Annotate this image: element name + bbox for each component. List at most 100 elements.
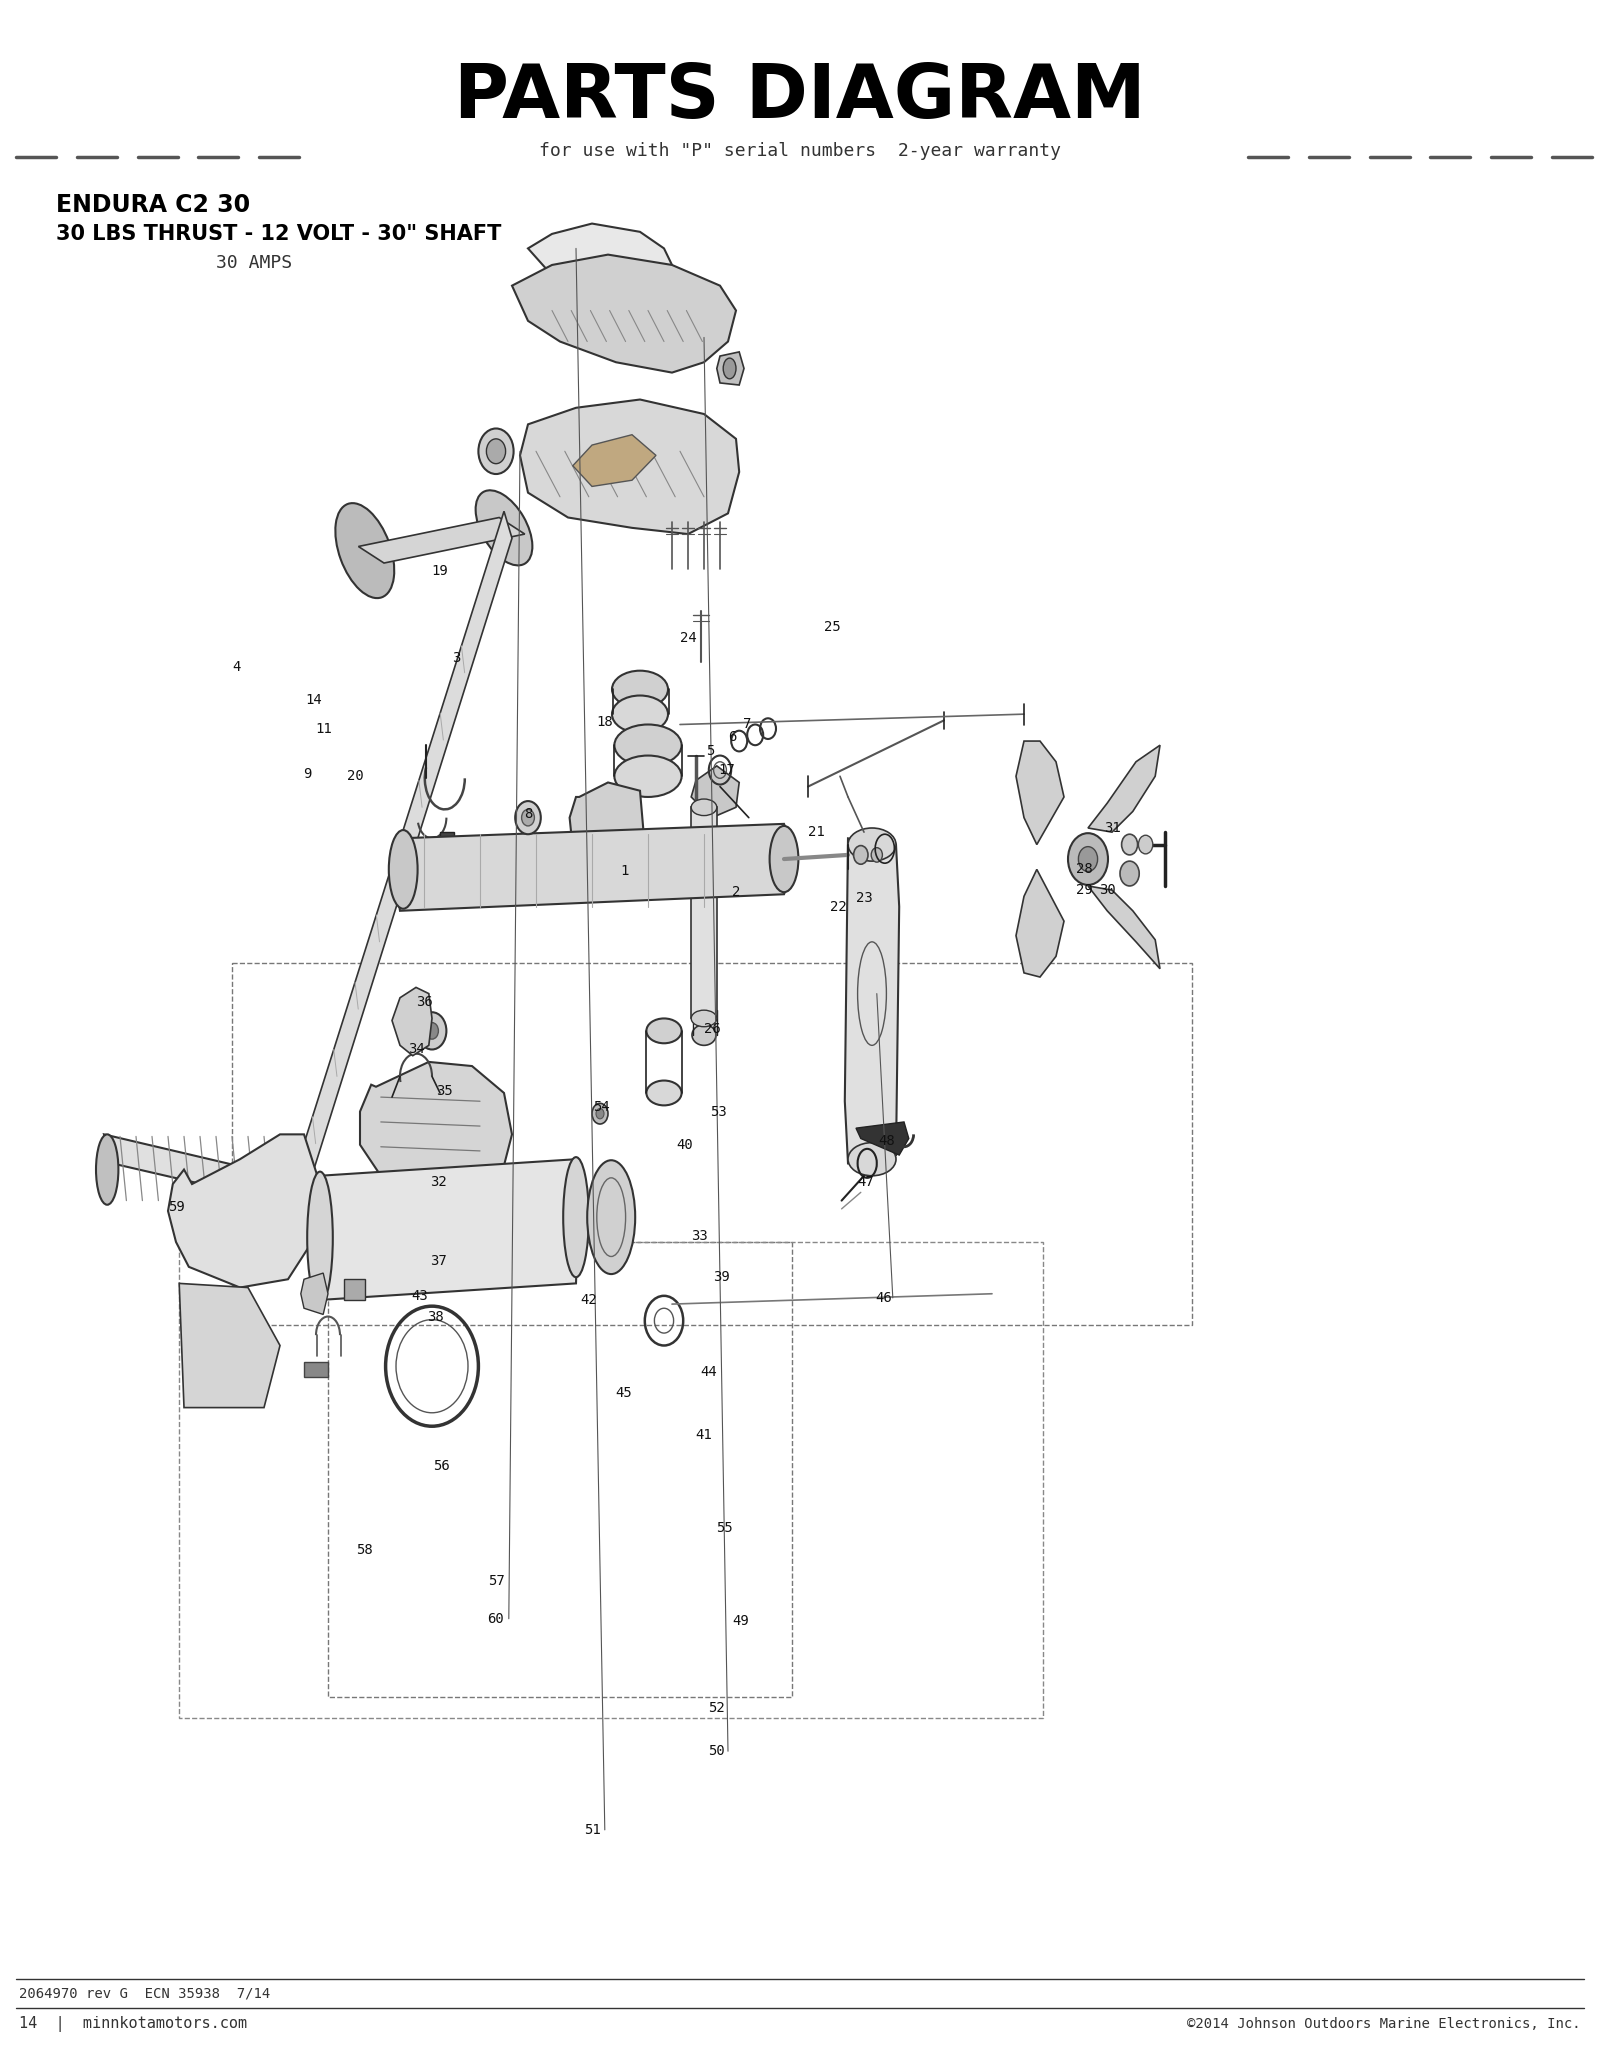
Text: 44: 44 — [701, 1366, 717, 1379]
Text: 4: 4 — [232, 660, 242, 673]
Polygon shape — [344, 1279, 365, 1300]
Text: PARTS DIAGRAM: PARTS DIAGRAM — [454, 60, 1146, 135]
Text: 60: 60 — [488, 1613, 504, 1625]
Polygon shape — [304, 1362, 328, 1377]
Text: 36: 36 — [416, 996, 432, 1008]
Text: 30: 30 — [1099, 884, 1115, 896]
Text: 41: 41 — [696, 1428, 712, 1441]
Text: 30 LBS THRUST - 12 VOLT - 30" SHAFT: 30 LBS THRUST - 12 VOLT - 30" SHAFT — [56, 224, 501, 244]
Text: 2: 2 — [731, 886, 741, 898]
Ellipse shape — [1069, 834, 1107, 886]
Text: 24: 24 — [680, 631, 696, 644]
Text: 54: 54 — [594, 1101, 610, 1114]
Text: 49: 49 — [733, 1615, 749, 1627]
Ellipse shape — [336, 503, 394, 598]
Polygon shape — [358, 518, 525, 563]
Polygon shape — [520, 400, 739, 534]
Text: 31: 31 — [1104, 822, 1120, 834]
Text: 52: 52 — [709, 1702, 725, 1714]
Polygon shape — [512, 255, 736, 373]
Polygon shape — [104, 1134, 291, 1205]
Bar — [232, 963, 1192, 1325]
Text: 46: 46 — [875, 1292, 891, 1304]
Polygon shape — [1088, 745, 1160, 832]
Text: for use with "P" serial numbers  2-year warranty: for use with "P" serial numbers 2-year w… — [539, 143, 1061, 159]
Polygon shape — [360, 1062, 512, 1211]
Ellipse shape — [691, 1000, 717, 1021]
Text: 28: 28 — [1077, 863, 1093, 876]
Text: 23: 23 — [856, 892, 872, 905]
Ellipse shape — [848, 1143, 896, 1176]
Ellipse shape — [646, 1018, 682, 1043]
Ellipse shape — [1078, 847, 1098, 871]
Ellipse shape — [691, 799, 717, 816]
Text: 26: 26 — [704, 1023, 720, 1035]
Polygon shape — [440, 832, 454, 865]
Text: 21: 21 — [808, 826, 824, 838]
Bar — [179, 1242, 1043, 1718]
Ellipse shape — [691, 1025, 717, 1045]
Polygon shape — [856, 1122, 909, 1155]
Polygon shape — [691, 807, 717, 1018]
Text: 6: 6 — [728, 731, 738, 743]
Polygon shape — [573, 435, 656, 486]
Ellipse shape — [848, 828, 896, 861]
Text: 7: 7 — [742, 718, 752, 731]
Ellipse shape — [478, 428, 514, 474]
Text: 34: 34 — [408, 1043, 424, 1056]
Text: 42: 42 — [581, 1294, 597, 1306]
Text: 11: 11 — [315, 722, 331, 735]
Text: 22: 22 — [830, 900, 846, 913]
Text: ©2014 Johnson Outdoors Marine Electronics, Inc.: ©2014 Johnson Outdoors Marine Electronic… — [1187, 2018, 1581, 2031]
Text: 35: 35 — [437, 1085, 453, 1097]
Text: 47: 47 — [858, 1176, 874, 1188]
Ellipse shape — [614, 724, 682, 766]
Text: 20: 20 — [347, 770, 363, 782]
Text: 53: 53 — [710, 1105, 726, 1118]
Text: 19: 19 — [432, 565, 448, 578]
Ellipse shape — [515, 801, 541, 834]
Text: 51: 51 — [584, 1824, 600, 1836]
Text: 2064970 rev G  ECN 35938  7/14: 2064970 rev G ECN 35938 7/14 — [19, 1987, 270, 2000]
Polygon shape — [397, 824, 790, 911]
Text: 33: 33 — [691, 1230, 707, 1242]
Ellipse shape — [1120, 861, 1139, 886]
Text: 8: 8 — [523, 807, 533, 820]
Ellipse shape — [587, 1159, 635, 1273]
Text: 5: 5 — [706, 745, 715, 758]
Ellipse shape — [96, 1134, 118, 1205]
Ellipse shape — [522, 809, 534, 826]
Ellipse shape — [475, 491, 533, 565]
Text: 9: 9 — [302, 768, 312, 780]
Polygon shape — [179, 1283, 280, 1408]
Polygon shape — [168, 1134, 320, 1288]
Text: 59: 59 — [168, 1201, 184, 1213]
Ellipse shape — [486, 439, 506, 464]
Text: 37: 37 — [430, 1254, 446, 1267]
Text: 56: 56 — [434, 1459, 450, 1472]
Polygon shape — [317, 1159, 579, 1300]
Polygon shape — [570, 782, 643, 880]
Ellipse shape — [389, 830, 418, 909]
Bar — [328, 1242, 792, 1697]
Ellipse shape — [611, 671, 669, 708]
Text: 57: 57 — [488, 1575, 504, 1588]
Ellipse shape — [614, 756, 682, 797]
Text: 3: 3 — [451, 652, 461, 664]
Ellipse shape — [563, 1157, 589, 1277]
Polygon shape — [1088, 886, 1160, 969]
Polygon shape — [1016, 741, 1064, 845]
Text: 30 AMPS: 30 AMPS — [216, 255, 293, 271]
Polygon shape — [392, 987, 432, 1056]
Ellipse shape — [278, 1159, 298, 1221]
Text: 50: 50 — [709, 1745, 725, 1757]
Ellipse shape — [307, 1172, 333, 1304]
Polygon shape — [845, 838, 899, 1163]
Text: 43: 43 — [411, 1290, 427, 1302]
Ellipse shape — [426, 1023, 438, 1039]
Text: 39: 39 — [714, 1271, 730, 1283]
Text: 45: 45 — [616, 1387, 632, 1399]
Text: ENDURA C2 30: ENDURA C2 30 — [56, 193, 250, 217]
Text: 38: 38 — [427, 1310, 443, 1323]
Ellipse shape — [770, 826, 798, 892]
